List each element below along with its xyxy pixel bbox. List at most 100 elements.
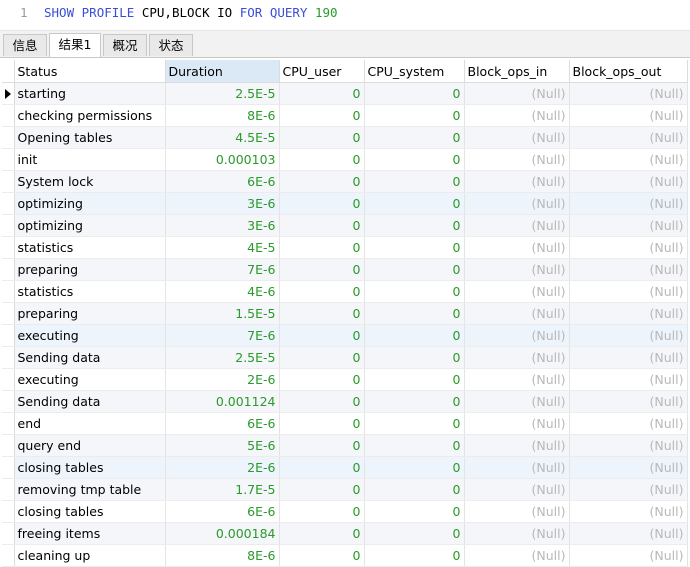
cell-cpu-user[interactable]: 0 <box>279 456 365 479</box>
cell-cpu-user[interactable]: 0 <box>279 478 365 501</box>
cell-cpu-system[interactable]: 0 <box>364 456 465 479</box>
cell-status[interactable]: preparing <box>14 258 166 281</box>
cell-duration[interactable]: 8E-6 <box>165 104 280 127</box>
cell-cpu-user[interactable]: 0 <box>279 82 365 105</box>
cell-duration[interactable]: 2.5E-5 <box>165 82 280 105</box>
table-row[interactable]: Opening tables 4.5E-5 0 0 (Null) (Null) <box>2 126 688 149</box>
cell-block-ops-in[interactable]: (Null) <box>464 478 570 501</box>
cell-status[interactable]: optimizing <box>14 192 166 215</box>
table-row[interactable]: System lock 6E-6 0 0 (Null) (Null) <box>2 170 688 193</box>
cell-cpu-system[interactable]: 0 <box>364 522 465 545</box>
row-selector[interactable] <box>2 412 15 435</box>
cell-block-ops-in[interactable]: (Null) <box>464 324 570 347</box>
cell-cpu-system[interactable]: 0 <box>364 236 465 259</box>
row-selector[interactable] <box>2 522 15 545</box>
row-selector[interactable] <box>2 368 15 391</box>
cell-block-ops-out[interactable]: (Null) <box>569 368 688 391</box>
tab-profile[interactable]: 概况 <box>103 34 147 56</box>
row-selector[interactable] <box>2 544 15 567</box>
cell-duration[interactable]: 2E-6 <box>165 368 280 391</box>
cell-block-ops-in[interactable]: (Null) <box>464 390 570 413</box>
cell-block-ops-in[interactable]: (Null) <box>464 522 570 545</box>
cell-block-ops-in[interactable]: (Null) <box>464 236 570 259</box>
cell-block-ops-out[interactable]: (Null) <box>569 280 688 303</box>
cell-block-ops-out[interactable]: (Null) <box>569 434 688 457</box>
cell-block-ops-out[interactable]: (Null) <box>569 456 688 479</box>
row-selector[interactable] <box>2 236 15 259</box>
cell-status[interactable]: init <box>14 148 166 171</box>
cell-duration[interactable]: 2E-6 <box>165 456 280 479</box>
table-row[interactable]: statistics 4E-5 0 0 (Null) (Null) <box>2 236 688 259</box>
cell-block-ops-out[interactable]: (Null) <box>569 544 688 567</box>
cell-cpu-user[interactable]: 0 <box>279 280 365 303</box>
cell-status[interactable]: executing <box>14 324 166 347</box>
cell-block-ops-in[interactable]: (Null) <box>464 434 570 457</box>
cell-duration[interactable]: 7E-6 <box>165 324 280 347</box>
cell-duration[interactable]: 0.000184 <box>165 522 280 545</box>
cell-cpu-user[interactable]: 0 <box>279 148 365 171</box>
cell-status[interactable]: Sending data <box>14 390 166 413</box>
cell-cpu-system[interactable]: 0 <box>364 258 465 281</box>
cell-cpu-system[interactable]: 0 <box>364 390 465 413</box>
cell-cpu-system[interactable]: 0 <box>364 302 465 325</box>
row-selector[interactable] <box>2 478 15 501</box>
table-row[interactable]: Sending data 0.001124 0 0 (Null) (Null) <box>2 390 688 413</box>
cell-block-ops-out[interactable]: (Null) <box>569 258 688 281</box>
cell-duration[interactable]: 7E-6 <box>165 258 280 281</box>
row-selector[interactable] <box>2 324 15 347</box>
table-row[interactable]: closing tables 2E-6 0 0 (Null) (Null) <box>2 456 688 479</box>
table-row[interactable]: closing tables 6E-6 0 0 (Null) (Null) <box>2 500 688 523</box>
cell-status[interactable]: starting <box>14 82 166 105</box>
cell-cpu-system[interactable]: 0 <box>364 170 465 193</box>
cell-cpu-user[interactable]: 0 <box>279 412 365 435</box>
cell-block-ops-in[interactable]: (Null) <box>464 412 570 435</box>
cell-duration[interactable]: 3E-6 <box>165 192 280 215</box>
row-selector[interactable] <box>2 500 15 523</box>
column-header-cpu-user[interactable]: CPU_user <box>279 60 365 83</box>
cell-cpu-system[interactable]: 0 <box>364 478 465 501</box>
table-row[interactable]: removing tmp table 1.7E-5 0 0 (Null) (Null) <box>2 478 688 501</box>
cell-cpu-user[interactable]: 0 <box>279 368 365 391</box>
table-row[interactable]: preparing 1.5E-5 0 0 (Null) (Null) <box>2 302 688 325</box>
cell-block-ops-out[interactable]: (Null) <box>569 170 688 193</box>
cell-block-ops-out[interactable]: (Null) <box>569 104 688 127</box>
cell-cpu-user[interactable]: 0 <box>279 346 365 369</box>
cell-cpu-user[interactable]: 0 <box>279 236 365 259</box>
cell-block-ops-in[interactable]: (Null) <box>464 456 570 479</box>
cell-cpu-user[interactable]: 0 <box>279 192 365 215</box>
cell-status[interactable]: Sending data <box>14 346 166 369</box>
cell-cpu-system[interactable]: 0 <box>364 412 465 435</box>
row-selector[interactable] <box>2 192 15 215</box>
cell-status[interactable]: cleaning up <box>14 544 166 567</box>
cell-cpu-user[interactable]: 0 <box>279 434 365 457</box>
cell-block-ops-in[interactable]: (Null) <box>464 104 570 127</box>
cell-status[interactable]: optimizing <box>14 214 166 237</box>
cell-duration[interactable]: 8E-6 <box>165 544 280 567</box>
cell-block-ops-out[interactable]: (Null) <box>569 500 688 523</box>
cell-status[interactable]: freeing items <box>14 522 166 545</box>
cell-duration[interactable]: 4E-6 <box>165 280 280 303</box>
cell-duration[interactable]: 6E-6 <box>165 170 280 193</box>
table-row[interactable]: end 6E-6 0 0 (Null) (Null) <box>2 412 688 435</box>
cell-duration[interactable]: 0.000103 <box>165 148 280 171</box>
tab-result1[interactable]: 结果1 <box>49 33 101 57</box>
cell-status[interactable]: closing tables <box>14 456 166 479</box>
table-row[interactable]: freeing items 0.000184 0 0 (Null) (Null) <box>2 522 688 545</box>
cell-cpu-user[interactable]: 0 <box>279 324 365 347</box>
row-selector[interactable] <box>2 104 15 127</box>
cell-status[interactable]: closing tables <box>14 500 166 523</box>
table-row[interactable]: executing 2E-6 0 0 (Null) (Null) <box>2 368 688 391</box>
cell-block-ops-out[interactable]: (Null) <box>569 302 688 325</box>
row-selector[interactable] <box>2 258 15 281</box>
cell-cpu-system[interactable]: 0 <box>364 324 465 347</box>
cell-cpu-system[interactable]: 0 <box>364 500 465 523</box>
cell-cpu-system[interactable]: 0 <box>364 214 465 237</box>
cell-block-ops-in[interactable]: (Null) <box>464 544 570 567</box>
table-row[interactable]: init 0.000103 0 0 (Null) (Null) <box>2 148 688 171</box>
cell-block-ops-out[interactable]: (Null) <box>569 522 688 545</box>
cell-block-ops-out[interactable]: (Null) <box>569 126 688 149</box>
row-selector[interactable] <box>2 170 15 193</box>
cell-cpu-user[interactable]: 0 <box>279 544 365 567</box>
table-row[interactable]: cleaning up 8E-6 0 0 (Null) (Null) <box>2 544 688 567</box>
cell-status[interactable]: executing <box>14 368 166 391</box>
